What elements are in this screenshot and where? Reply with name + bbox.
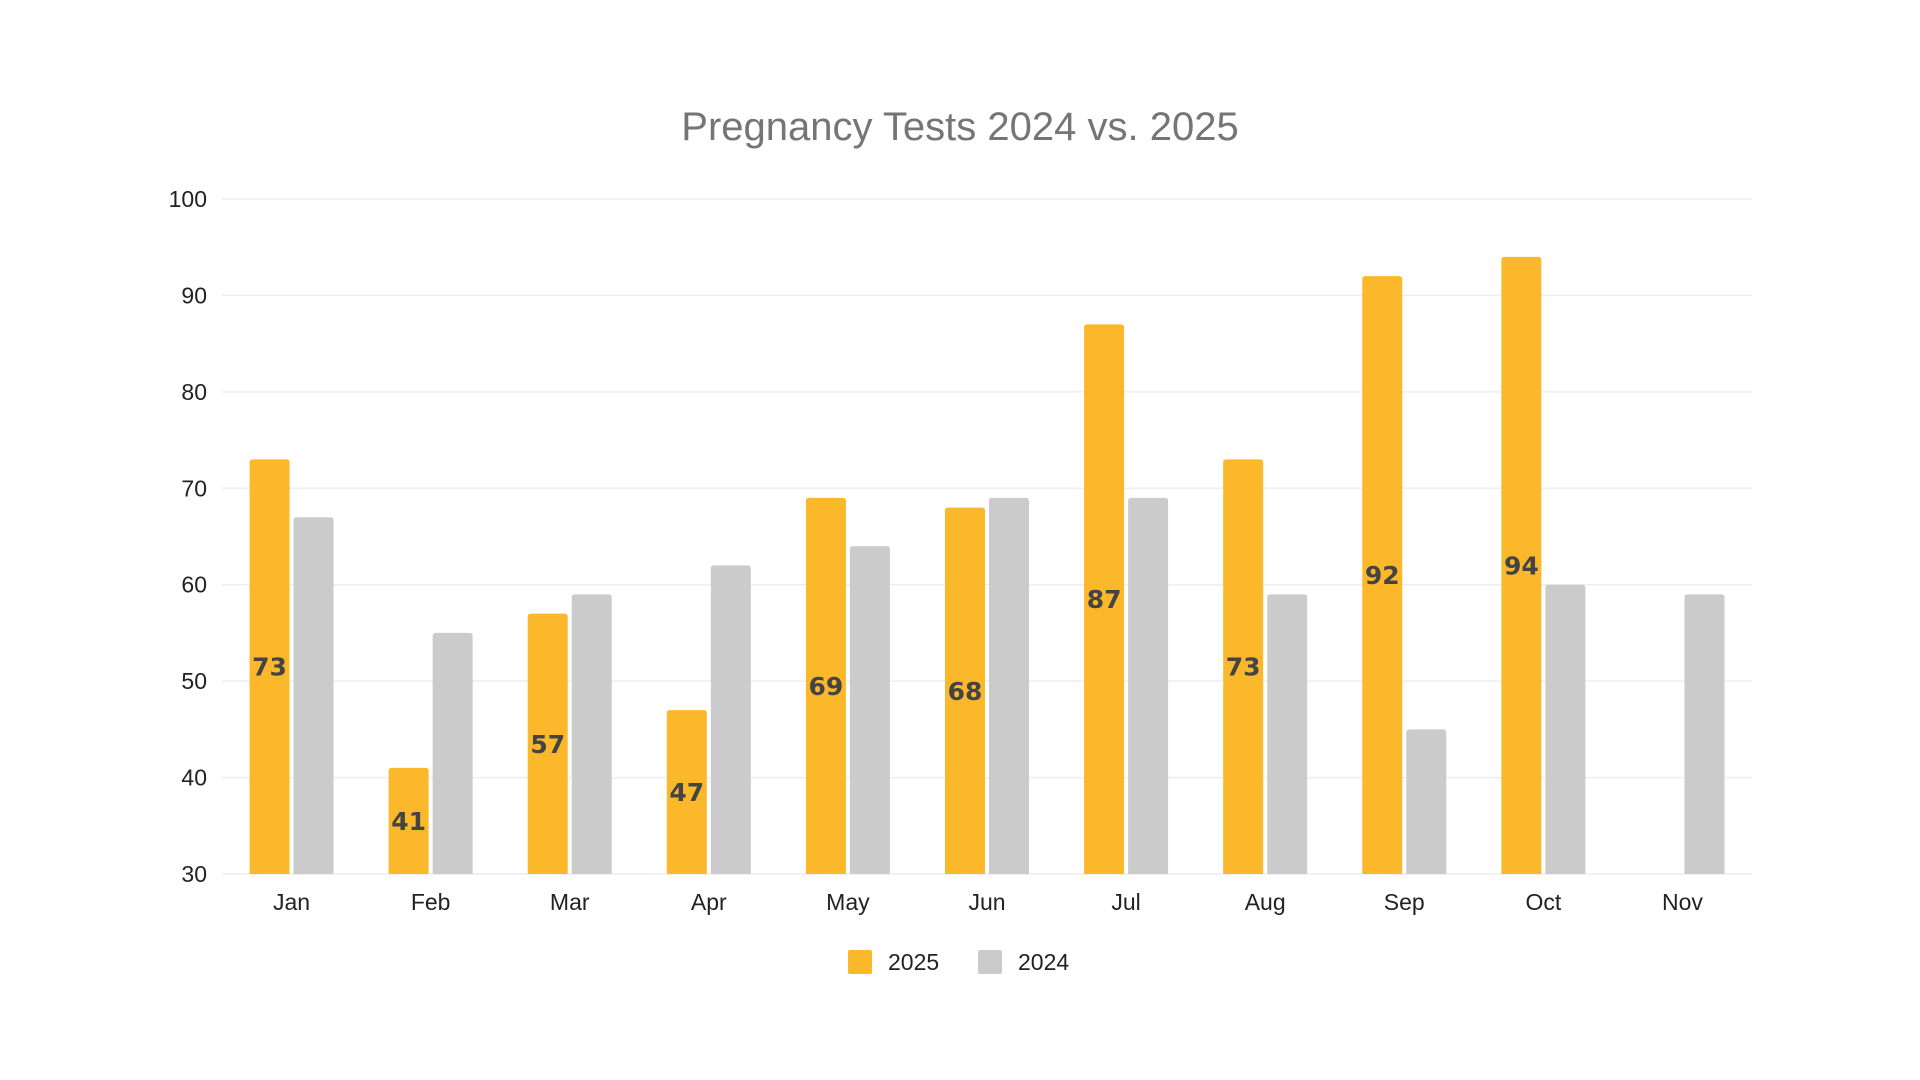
x-tick-label: Oct bbox=[1525, 889, 1561, 915]
bar-2024-jan bbox=[293, 517, 334, 874]
x-tick-label: Nov bbox=[1662, 889, 1703, 915]
y-axis-ticks: 30 40 50 60 70 80 90 100 bbox=[169, 186, 207, 887]
bar-2025-apr bbox=[666, 710, 707, 874]
x-tick-label: Jan bbox=[273, 889, 310, 915]
bar-2025-mar bbox=[527, 613, 568, 874]
x-tick-label: Aug bbox=[1245, 889, 1286, 915]
data-label: 92 bbox=[1365, 561, 1400, 590]
x-tick-label: Apr bbox=[691, 889, 727, 915]
bar-2024-may bbox=[849, 546, 890, 874]
data-label: 73 bbox=[1226, 653, 1261, 682]
bar-2025-feb bbox=[388, 767, 429, 874]
data-label: 47 bbox=[669, 778, 704, 807]
y-tick-label: 80 bbox=[181, 379, 207, 405]
bar-2024-apr bbox=[710, 565, 751, 874]
bars bbox=[249, 256, 1725, 875]
x-tick-label: Feb bbox=[411, 889, 451, 915]
data-label: 69 bbox=[809, 672, 844, 701]
legend-label-2025: 2025 bbox=[888, 949, 939, 975]
bar-2025-jul bbox=[1084, 324, 1125, 874]
x-axis-ticks: Jan Feb Mar Apr May Jun Jul Aug Sep Oct Nov bbox=[273, 889, 1703, 915]
bar-2025-aug bbox=[1223, 459, 1264, 874]
bar-2025-sep bbox=[1362, 276, 1403, 875]
chart-title: Pregnancy Tests 2024 vs. 2025 bbox=[681, 105, 1238, 149]
gridlines bbox=[222, 198, 1752, 875]
y-tick-label: 30 bbox=[181, 861, 207, 887]
bar-2024-nov bbox=[1684, 594, 1725, 874]
y-tick-label: 90 bbox=[181, 282, 207, 308]
x-tick-label: May bbox=[826, 889, 870, 915]
y-tick-label: 60 bbox=[181, 572, 207, 598]
legend-label-2024: 2024 bbox=[1018, 949, 1069, 975]
data-label: 68 bbox=[948, 677, 983, 706]
bar-2025-jan bbox=[249, 459, 290, 874]
y-tick-label: 70 bbox=[181, 475, 207, 501]
x-tick-label: Jul bbox=[1111, 889, 1140, 915]
data-labels: 73 41 57 47 69 68 87 73 92 94 bbox=[252, 551, 1539, 836]
x-tick-label: Sep bbox=[1384, 889, 1425, 915]
bar-2024-oct bbox=[1545, 584, 1586, 874]
x-tick-label: Jun bbox=[968, 889, 1005, 915]
legend: 2025 2024 bbox=[848, 949, 1069, 975]
y-tick-label: 100 bbox=[169, 186, 207, 212]
data-label: 87 bbox=[1087, 585, 1122, 614]
x-tick-label: Mar bbox=[550, 889, 590, 915]
bar-2025-oct bbox=[1501, 256, 1542, 874]
y-tick-label: 40 bbox=[181, 765, 207, 791]
legend-swatch-2025 bbox=[848, 950, 872, 974]
data-label: 73 bbox=[252, 653, 287, 682]
data-label: 57 bbox=[530, 730, 565, 759]
bar-2024-aug bbox=[1267, 594, 1308, 874]
bar-2024-sep bbox=[1406, 729, 1447, 874]
bar-2024-jun bbox=[989, 497, 1029, 874]
bar-2025-jun bbox=[945, 507, 985, 874]
y-tick-label: 50 bbox=[181, 668, 207, 694]
bar-2024-mar bbox=[571, 594, 612, 874]
data-label: 41 bbox=[391, 807, 426, 836]
bar-2024-jul bbox=[1128, 497, 1169, 874]
data-label: 94 bbox=[1504, 551, 1539, 580]
bar-2024-feb bbox=[432, 632, 473, 874]
legend-swatch-2024 bbox=[978, 950, 1002, 974]
bar-2025-may bbox=[805, 497, 846, 874]
